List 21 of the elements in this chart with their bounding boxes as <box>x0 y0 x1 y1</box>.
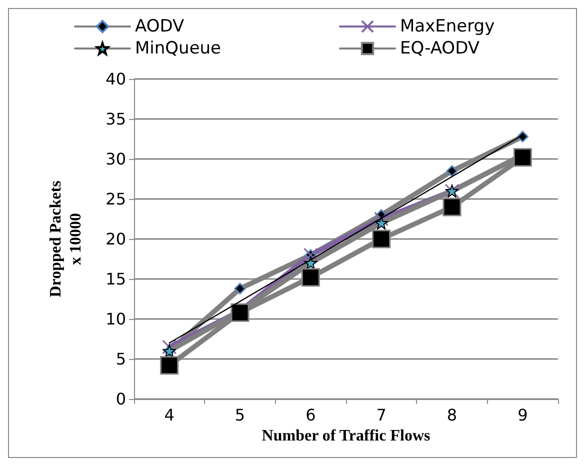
x-axis-title: Number of Traffic Flows <box>262 427 430 444</box>
y-tick-label: 10 <box>106 310 126 328</box>
x-tick-label: 4 <box>164 406 174 424</box>
y-tick-label: 25 <box>106 190 126 208</box>
y-tick-label: 40 <box>106 70 126 88</box>
y-tick-label: 0 <box>116 390 126 408</box>
y-axis-title: Dropped Packets x 10000 <box>48 180 84 298</box>
legend-label: AODV <box>135 16 185 36</box>
y-tick-label: 20 <box>106 230 126 248</box>
y-tick-label: 30 <box>106 150 126 168</box>
legend-label: MinQueue <box>135 38 222 58</box>
y-tick-label: 15 <box>106 270 126 288</box>
x-tick-label: 5 <box>234 406 246 424</box>
x-tick-label: 8 <box>446 406 458 424</box>
x-tick-label: 7 <box>376 406 386 424</box>
x-tick-label: 9 <box>518 406 528 424</box>
y-tick-label: 35 <box>106 110 126 128</box>
x-tick-label: 6 <box>306 406 316 424</box>
legend-label: MaxEnergy <box>400 16 495 36</box>
y-tick-label: 5 <box>116 350 126 368</box>
legend-label: EQ-AODV <box>400 38 480 58</box>
